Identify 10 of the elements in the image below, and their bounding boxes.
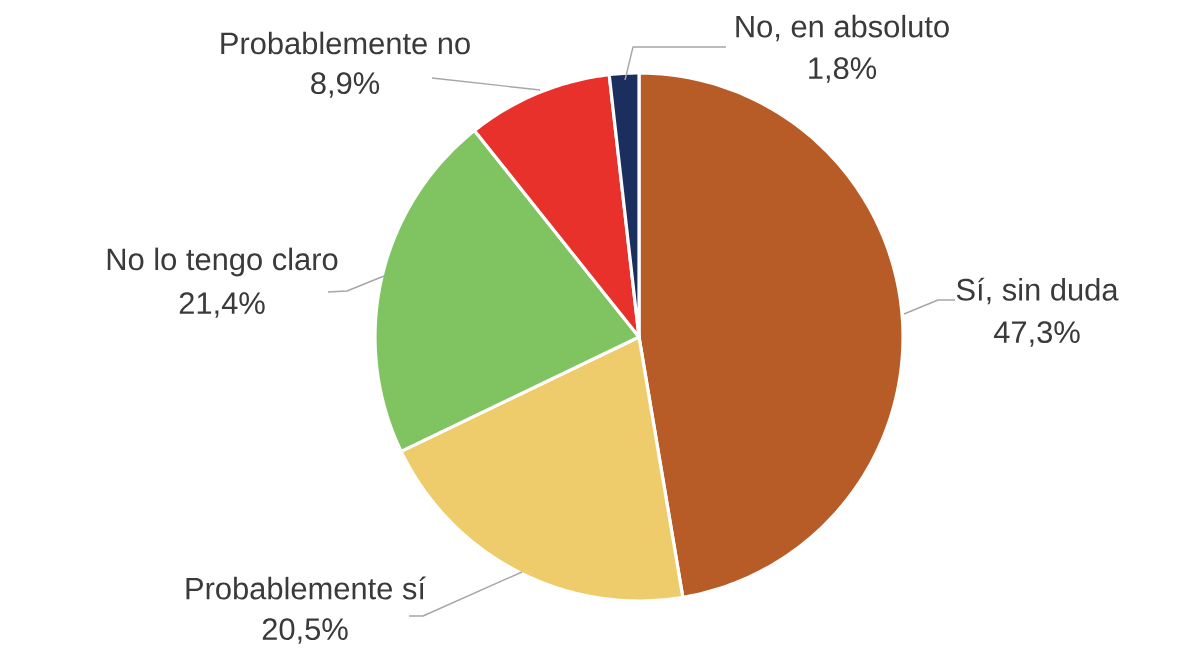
slice-label: No, en absoluto: [736, 14, 949, 42]
slice-label: No lo tengo claro: [107, 247, 338, 277]
slice-label: Probablemente no: [221, 31, 470, 55]
data-label: 8,9%: [311, 72, 380, 98]
slice-label: Probablemente sí: [186, 576, 426, 600]
data-label: 47,3%: [993, 321, 1080, 347]
data-label: 20,5%: [262, 618, 348, 644]
data-label: 21,4%: [179, 292, 265, 318]
slice-label: Sí, sin duda: [956, 277, 1119, 305]
data-label: 1,8%: [809, 57, 877, 83]
